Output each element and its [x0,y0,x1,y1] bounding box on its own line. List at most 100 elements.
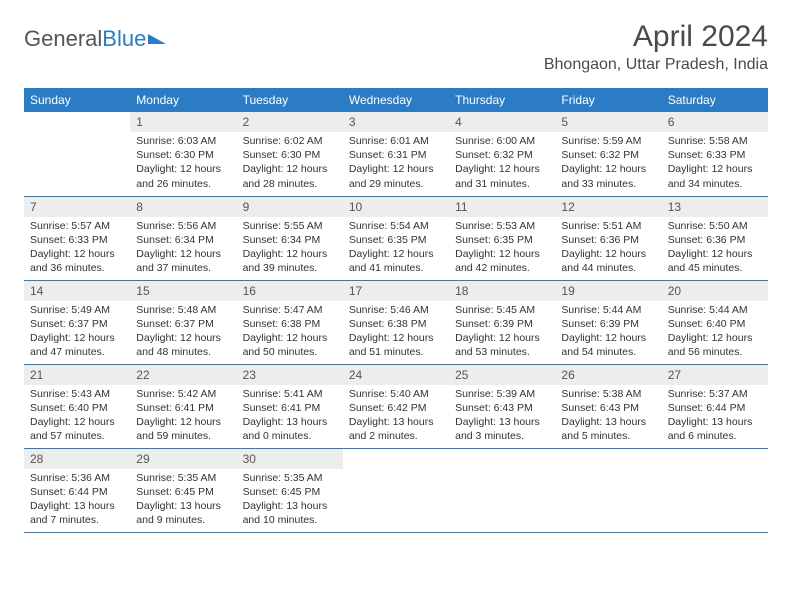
weekday-header: Wednesday [343,88,449,112]
day-info: Sunrise: 6:03 AMSunset: 6:30 PMDaylight:… [130,132,236,195]
sunrise-line: Sunrise: 5:45 AM [455,303,549,317]
day-number: 5 [555,112,661,132]
sunset-line: Sunset: 6:32 PM [455,148,549,162]
daylight-line: Daylight: 13 hours and 6 minutes. [668,415,762,443]
daylight-line: Daylight: 13 hours and 0 minutes. [243,415,337,443]
daylight-line: Daylight: 13 hours and 5 minutes. [561,415,655,443]
sunrise-line: Sunrise: 5:35 AM [243,471,337,485]
day-info: Sunrise: 5:35 AMSunset: 6:45 PMDaylight:… [130,469,236,532]
day-info: Sunrise: 5:45 AMSunset: 6:39 PMDaylight:… [449,301,555,364]
calendar-row: 14Sunrise: 5:49 AMSunset: 6:37 PMDayligh… [24,280,768,364]
calendar-cell: 13Sunrise: 5:50 AMSunset: 6:36 PMDayligh… [662,196,768,280]
calendar-cell: 10Sunrise: 5:54 AMSunset: 6:35 PMDayligh… [343,196,449,280]
calendar-row: 28Sunrise: 5:36 AMSunset: 6:44 PMDayligh… [24,448,768,532]
day-info: Sunrise: 5:38 AMSunset: 6:43 PMDaylight:… [555,385,661,448]
daylight-line: Daylight: 12 hours and 34 minutes. [668,162,762,190]
day-info: Sunrise: 6:00 AMSunset: 6:32 PMDaylight:… [449,132,555,195]
sunset-line: Sunset: 6:38 PM [243,317,337,331]
weekday-header: Thursday [449,88,555,112]
sunset-line: Sunset: 6:32 PM [561,148,655,162]
daylight-line: Daylight: 12 hours and 44 minutes. [561,247,655,275]
day-number: 14 [24,281,130,301]
calendar-cell: 5Sunrise: 5:59 AMSunset: 6:32 PMDaylight… [555,112,661,196]
sunrise-line: Sunrise: 6:02 AM [243,134,337,148]
sunset-line: Sunset: 6:33 PM [30,233,124,247]
calendar-cell: 30Sunrise: 5:35 AMSunset: 6:45 PMDayligh… [237,448,343,532]
calendar-cell: 24Sunrise: 5:40 AMSunset: 6:42 PMDayligh… [343,364,449,448]
calendar-cell: 21Sunrise: 5:43 AMSunset: 6:40 PMDayligh… [24,364,130,448]
sunset-line: Sunset: 6:44 PM [30,485,124,499]
sunset-line: Sunset: 6:34 PM [243,233,337,247]
day-info: Sunrise: 5:41 AMSunset: 6:41 PMDaylight:… [237,385,343,448]
sunrise-line: Sunrise: 5:42 AM [136,387,230,401]
calendar-cell: 20Sunrise: 5:44 AMSunset: 6:40 PMDayligh… [662,280,768,364]
day-info: Sunrise: 5:47 AMSunset: 6:38 PMDaylight:… [237,301,343,364]
calendar-row: 7Sunrise: 5:57 AMSunset: 6:33 PMDaylight… [24,196,768,280]
calendar-cell: 7Sunrise: 5:57 AMSunset: 6:33 PMDaylight… [24,196,130,280]
day-number: 19 [555,281,661,301]
daylight-line: Daylight: 12 hours and 53 minutes. [455,331,549,359]
sunrise-line: Sunrise: 5:38 AM [561,387,655,401]
sunrise-line: Sunrise: 5:51 AM [561,219,655,233]
logo-text-1: General [24,26,102,52]
daylight-line: Daylight: 12 hours and 48 minutes. [136,331,230,359]
sunrise-line: Sunrise: 6:03 AM [136,134,230,148]
sunrise-line: Sunrise: 5:47 AM [243,303,337,317]
sunrise-line: Sunrise: 5:35 AM [136,471,230,485]
calendar-cell [343,448,449,532]
daylight-line: Daylight: 12 hours and 29 minutes. [349,162,443,190]
daylight-line: Daylight: 12 hours and 31 minutes. [455,162,549,190]
day-number: 9 [237,197,343,217]
sunrise-line: Sunrise: 6:01 AM [349,134,443,148]
day-number: 20 [662,281,768,301]
sunrise-line: Sunrise: 5:53 AM [455,219,549,233]
sunrise-line: Sunrise: 5:57 AM [30,219,124,233]
calendar-cell: 4Sunrise: 6:00 AMSunset: 6:32 PMDaylight… [449,112,555,196]
day-info: Sunrise: 5:51 AMSunset: 6:36 PMDaylight:… [555,217,661,280]
calendar-cell: 12Sunrise: 5:51 AMSunset: 6:36 PMDayligh… [555,196,661,280]
daylight-line: Daylight: 12 hours and 26 minutes. [136,162,230,190]
logo-text-2: Blue [102,26,146,52]
daylight-line: Daylight: 12 hours and 50 minutes. [243,331,337,359]
sunrise-line: Sunrise: 5:55 AM [243,219,337,233]
location: Bhongaon, Uttar Pradesh, India [544,56,768,74]
day-number: 29 [130,449,236,469]
day-number: 23 [237,365,343,385]
day-number: 28 [24,449,130,469]
day-info: Sunrise: 5:39 AMSunset: 6:43 PMDaylight:… [449,385,555,448]
day-number: 10 [343,197,449,217]
daylight-line: Daylight: 12 hours and 45 minutes. [668,247,762,275]
daylight-line: Daylight: 12 hours and 41 minutes. [349,247,443,275]
sunrise-line: Sunrise: 5:54 AM [349,219,443,233]
day-number: 15 [130,281,236,301]
sunset-line: Sunset: 6:43 PM [455,401,549,415]
calendar-cell: 29Sunrise: 5:35 AMSunset: 6:45 PMDayligh… [130,448,236,532]
calendar-cell [24,112,130,196]
day-info: Sunrise: 5:56 AMSunset: 6:34 PMDaylight:… [130,217,236,280]
calendar-cell: 11Sunrise: 5:53 AMSunset: 6:35 PMDayligh… [449,196,555,280]
calendar-header-row: SundayMondayTuesdayWednesdayThursdayFrid… [24,88,768,112]
day-info: Sunrise: 5:43 AMSunset: 6:40 PMDaylight:… [24,385,130,448]
day-number: 17 [343,281,449,301]
daylight-line: Daylight: 12 hours and 36 minutes. [30,247,124,275]
weekday-header: Saturday [662,88,768,112]
sunset-line: Sunset: 6:45 PM [243,485,337,499]
calendar-cell: 16Sunrise: 5:47 AMSunset: 6:38 PMDayligh… [237,280,343,364]
sunset-line: Sunset: 6:36 PM [668,233,762,247]
sunrise-line: Sunrise: 6:00 AM [455,134,549,148]
daylight-line: Daylight: 12 hours and 39 minutes. [243,247,337,275]
calendar-cell: 6Sunrise: 5:58 AMSunset: 6:33 PMDaylight… [662,112,768,196]
calendar-cell: 9 Sunrise: 5:55 AMSunset: 6:34 PMDaylight… [237,196,343,280]
day-number: 24 [343,365,449,385]
day-info: Sunrise: 5:36 AMSunset: 6:44 PMDaylight:… [24,469,130,532]
sunrise-line: Sunrise: 5:36 AM [30,471,124,485]
sunset-line: Sunset: 6:36 PM [561,233,655,247]
calendar-body: 1Sunrise: 6:03 AMSunset: 6:30 PMDaylight… [24,112,768,532]
sunrise-line: Sunrise: 5:56 AM [136,219,230,233]
sunset-line: Sunset: 6:38 PM [349,317,443,331]
daylight-line: Daylight: 12 hours and 56 minutes. [668,331,762,359]
logo-triangle-icon [148,34,166,44]
month-title: April 2024 [544,20,768,54]
day-info: Sunrise: 5:44 AMSunset: 6:39 PMDaylight:… [555,301,661,364]
sunrise-line: Sunrise: 5:48 AM [136,303,230,317]
